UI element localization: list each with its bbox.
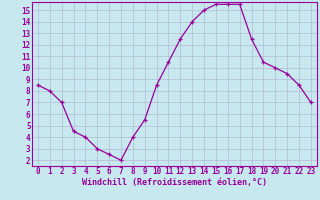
X-axis label: Windchill (Refroidissement éolien,°C): Windchill (Refroidissement éolien,°C) [82,178,267,187]
